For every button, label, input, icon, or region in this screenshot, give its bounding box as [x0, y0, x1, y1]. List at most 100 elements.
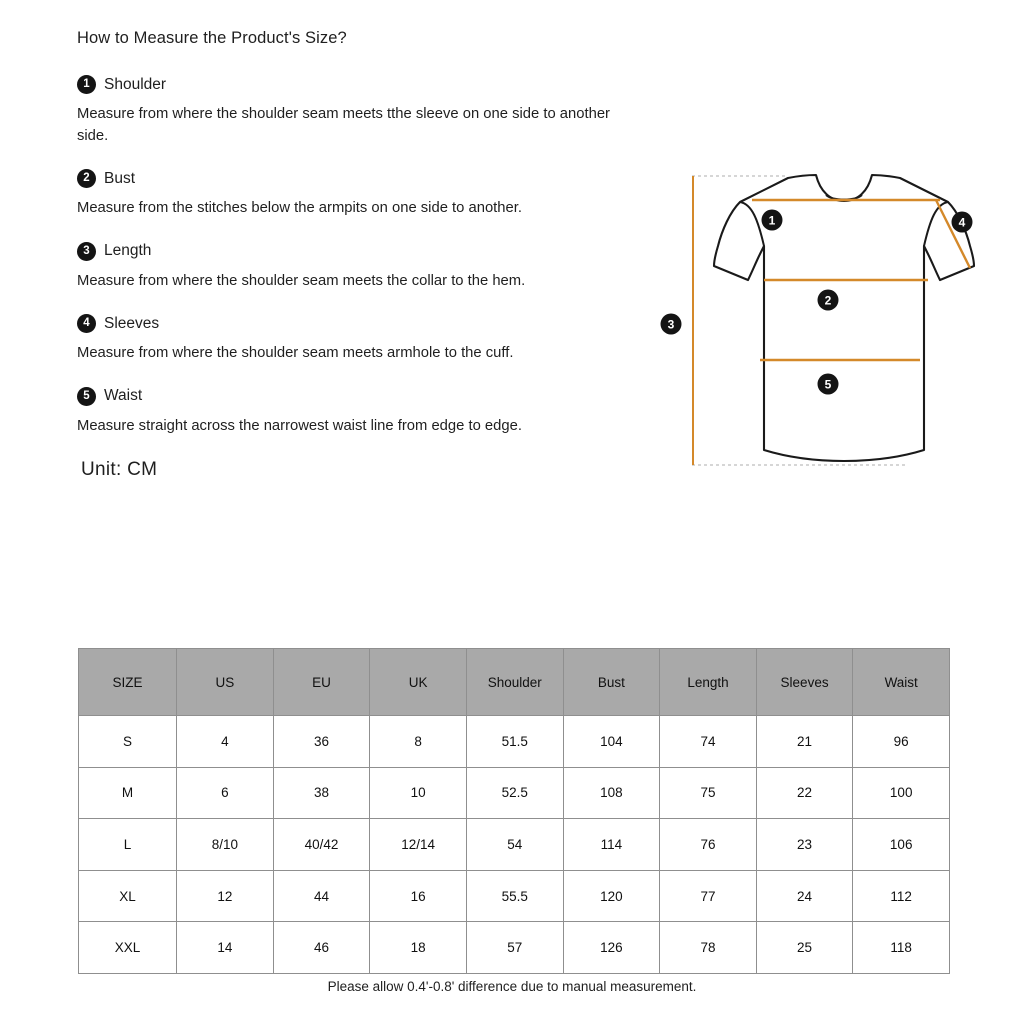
cell-length: 78: [659, 921, 757, 974]
cell-waist: 106: [852, 818, 950, 871]
cell-shoulder: 57: [465, 921, 564, 974]
step-header: 2 Bust: [77, 169, 622, 189]
tshirt-diagram: 1 2 3 4 5: [648, 160, 1000, 490]
cell-shoulder: 55.5: [465, 869, 564, 923]
cell-us: 12: [176, 869, 274, 923]
cell-bust: 114: [562, 818, 661, 871]
table-row: M 6 38 10 52.5 108 75 22 100: [77, 766, 950, 820]
step-title-length: Length: [104, 242, 152, 260]
cell-shoulder: 51.5: [465, 715, 564, 768]
cell-size: L: [77, 818, 178, 871]
step-number-badge-5: 5: [77, 386, 96, 406]
step-title-bust: Bust: [104, 169, 136, 187]
cell-shoulder: 54: [465, 818, 564, 871]
column-header-us: US: [176, 648, 274, 716]
cell-sleeves: 25: [755, 921, 854, 974]
diagram-badge-3: 3: [660, 313, 682, 335]
cell-waist: 118: [852, 921, 950, 974]
cell-size: S: [77, 715, 178, 768]
tshirt-diagram-svg: 1 2 3 4 5: [660, 173, 976, 466]
cell-length: 74: [659, 715, 757, 768]
step-number-badge-3: 3: [77, 241, 96, 261]
cell-sleeves: 22: [755, 766, 854, 820]
instructions-panel: How to Measure the Product's Size? 1 Sho…: [77, 28, 622, 481]
step-header: 3 Length: [77, 241, 622, 261]
cell-bust: 126: [562, 921, 661, 974]
cell-size: XL: [77, 869, 178, 923]
step-waist: 5 Waist Measure straight across the narr…: [77, 386, 622, 438]
cell-uk: 8: [369, 715, 467, 768]
step-header: 5 Waist: [77, 386, 622, 406]
sleeve-seam-left: [739, 201, 765, 247]
diagram-badge-1: 1: [761, 209, 783, 231]
cell-waist: 112: [852, 869, 950, 923]
size-table-container: SIZE US EU UK Shoulder Bust Length Sleev…: [77, 648, 950, 974]
cell-eu: 46: [272, 921, 371, 974]
column-header-length: Length: [659, 648, 757, 716]
diagram-badge-2: 2: [817, 289, 839, 311]
tshirt-outline: [712, 173, 976, 463]
cell-uk: 10: [369, 766, 467, 820]
step-description-length: Measure from where the shoulder seam mee…: [77, 272, 526, 289]
footer-note: Please allow 0.4'-0.8' difference due to…: [327, 979, 697, 994]
step-description-waist: Measure straight across the narrowest wa…: [77, 417, 522, 434]
cell-shoulder: 52.5: [465, 766, 564, 820]
step-title-shoulder: Shoulder: [104, 75, 167, 93]
cell-us: 14: [176, 921, 274, 974]
step-sleeves: 4 Sleeves Measure from where the shoulde…: [77, 314, 622, 365]
cell-length: 75: [659, 766, 757, 820]
cell-eu: 36: [272, 715, 371, 768]
cell-eu: 44: [272, 869, 371, 923]
table-row: L 8/10 40/42 12/14 54 114 76 23 106: [77, 818, 950, 871]
unit-label: Unit: CM: [81, 459, 158, 481]
cell-us: 8/10: [176, 818, 274, 871]
column-header-size: SIZE: [77, 648, 178, 716]
step-number-badge-1: 1: [77, 75, 96, 95]
cell-uk: 12/14: [369, 818, 467, 871]
column-header-uk: UK: [369, 648, 467, 716]
cell-waist: 100: [852, 766, 950, 820]
table-row: S 4 36 8 51.5 104 74 21 96: [77, 715, 950, 768]
sleeve-measure-line: [934, 199, 972, 269]
step-number-badge-4: 4: [77, 314, 96, 334]
diagram-badge-5-label: 5: [825, 378, 832, 392]
cell-length: 76: [659, 818, 757, 871]
cell-bust: 108: [562, 766, 661, 820]
step-title-waist: Waist: [104, 387, 143, 405]
diagram-badge-4: 4: [951, 211, 973, 233]
column-header-shoulder: Shoulder: [465, 648, 564, 716]
cell-bust: 104: [562, 715, 661, 768]
cell-eu: 40/42: [272, 818, 371, 871]
diagram-badge-3-label: 3: [668, 318, 675, 332]
cell-sleeves: 21: [755, 715, 854, 768]
cell-bust: 120: [562, 869, 661, 923]
step-bust: 2 Bust Measure from the stitches below t…: [77, 169, 622, 220]
step-header: 4 Sleeves: [77, 314, 622, 334]
step-title-sleeves: Sleeves: [104, 314, 160, 332]
cell-size: XXL: [77, 921, 178, 974]
cell-uk: 18: [369, 921, 467, 974]
step-length: 3 Length Measure from where the shoulder…: [77, 241, 622, 293]
step-description-shoulder: Measure from where the shoulder seam mee…: [77, 106, 610, 144]
step-description-sleeves: Measure from where the shoulder seam mee…: [77, 345, 514, 362]
cell-uk: 16: [369, 869, 467, 923]
column-header-waist: Waist: [852, 648, 950, 716]
column-header-sleeves: Sleeves: [755, 648, 854, 716]
diagram-badge-5: 5: [817, 373, 839, 395]
table-header-row: SIZE US EU UK Shoulder Bust Length Sleev…: [77, 648, 950, 716]
cell-us: 4: [176, 715, 274, 768]
step-number-badge-2: 2: [77, 169, 96, 189]
diagram-badge-1-label: 1: [769, 214, 776, 228]
table-row: XL 12 44 16 55.5 120 77 24 112: [77, 869, 950, 923]
cell-sleeves: 23: [755, 818, 854, 871]
cell-eu: 38: [272, 766, 371, 820]
diagram-badge-2-label: 2: [825, 294, 832, 308]
step-shoulder: 1 Shoulder Measure from where the should…: [77, 75, 622, 147]
cell-length: 77: [659, 869, 757, 923]
table-row: XXL 14 46 18 57 126 78 25 118: [77, 921, 950, 974]
cell-sleeves: 24: [755, 869, 854, 923]
size-table: SIZE US EU UK Shoulder Bust Length Sleev…: [77, 648, 950, 974]
cell-waist: 96: [852, 715, 950, 768]
page-title: How to Measure the Product's Size?: [77, 29, 347, 47]
step-description-bust: Measure from the stitches below the armp…: [77, 200, 522, 217]
